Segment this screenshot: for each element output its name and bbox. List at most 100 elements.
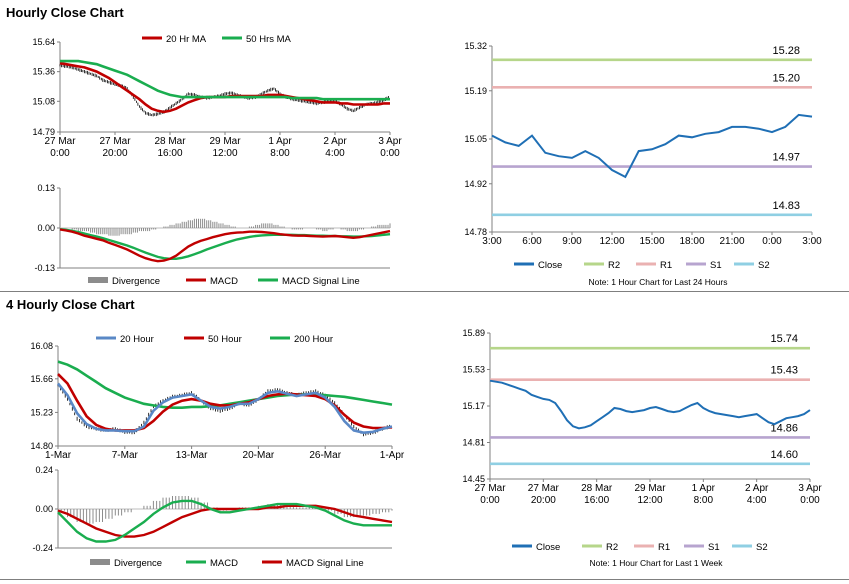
hourly-price-x-tick-label: 16:00	[157, 148, 182, 159]
hourly-macd-legend-signal-label: MACD Signal Line	[282, 276, 360, 287]
hourly-price-x-tick-label: 28 Mar	[154, 136, 186, 147]
four-hourly-price-x-tick-label: 13-Mar	[176, 450, 208, 461]
four-hourly-pivot-x-tick-label: 0:00	[480, 495, 500, 506]
four-hourly-pivot-r2-level-label: 15.74	[770, 333, 798, 345]
four-hourly-pivot-x-tick-label: 20:00	[531, 495, 556, 506]
four-hourly-20h-line	[56, 382, 393, 435]
hourly-pivot-x-tick-label: 9:00	[562, 236, 582, 247]
hourly-pivot-x-tick-label: 21:00	[719, 236, 744, 247]
four-hourly-pivot-close-line	[489, 379, 811, 430]
bottom-divider	[0, 579, 849, 580]
four-hourly-legend-50h-label: 50 Hour	[208, 334, 242, 345]
four-hourly-macd-y-tick-label: 0.00	[35, 504, 53, 514]
four-hourly-pivot-x-tick-label: 12:00	[637, 495, 662, 506]
four-hourly-legend-20h-label: 20 Hour	[120, 334, 154, 345]
four-hourly-price-x-tick-label: 1-Apr	[380, 450, 405, 461]
four-hourly-pivot-r1-level-label: 15.43	[770, 365, 798, 377]
hourly-pivot-x-tick-label: 6:00	[522, 236, 542, 247]
hourly-price-x-tick-label: 12:00	[212, 148, 237, 159]
hourly-section-title: Hourly Close Chart	[6, 5, 124, 20]
hourly-20hr-ma-line	[59, 61, 390, 114]
hourly-macd-line	[59, 228, 391, 263]
hourly-pivot-s2-level-label: 14.83	[772, 200, 800, 212]
four-hourly-price-x-tick-label: 7-Mar	[112, 450, 139, 461]
hourly-pivot-s1-level-label: 14.97	[772, 152, 800, 164]
hourly-price-x-tick-label: 3 Apr	[378, 136, 402, 147]
hourly-price-y-tick-label: 15.64	[32, 37, 55, 47]
hourly-pivot-x-tick-label: 3:00	[802, 236, 822, 247]
four-hourly-macd-y-tick-label: -0.24	[32, 543, 53, 553]
hourly-macd-y-tick-label: -0.13	[34, 263, 55, 273]
hourly-price-x-tick-label: 0:00	[380, 148, 400, 159]
four-hourly-price-y-tick-label: 16.08	[30, 341, 53, 351]
hourly-price-bars	[59, 63, 389, 117]
four-hourly-macd-y-tick-label: 0.24	[35, 465, 53, 475]
four-hourly-pivot-x-tick-label: 27 Mar	[474, 483, 506, 494]
four-hourly-50h-line	[57, 373, 393, 432]
hourly-pivot-close-line	[491, 113, 813, 179]
hourly-pivot-y-tick-label: 15.19	[464, 86, 487, 96]
hourly-pivot-x-tick-label: 15:00	[639, 236, 664, 247]
four-hourly-price-x-tick-label: 20-Mar	[243, 450, 275, 461]
four-hourly-section-title: 4 Hourly Close Chart	[6, 297, 135, 312]
four-hourly-pivot-legend-r2-label: R2	[606, 542, 618, 553]
four-hourly-pivot-x-tick-label: 1 Apr	[692, 483, 716, 494]
hourly-pivot-legend-s2-label: S2	[758, 260, 770, 271]
hourly-pivot-note: Note: 1 Hour Chart for Last 24 Hours	[589, 277, 728, 287]
four-hourly-pivot-y-tick-label: 14.45	[462, 474, 485, 484]
four-hourly-price-y-tick-label: 15.23	[30, 407, 53, 417]
section-divider	[0, 291, 849, 292]
four-hourly-pivot-x-tick-label: 2 Apr	[745, 483, 769, 494]
hourly-legend-20hr-label: 20 Hr MA	[166, 34, 207, 45]
hourly-macd-y-tick-label: 0.00	[37, 223, 55, 233]
hourly-price-x-tick-label: 1 Apr	[268, 136, 292, 147]
four-hourly-macd-legend-divergence-swatch	[90, 559, 110, 565]
hourly-macd-legend-divergence-swatch	[88, 277, 108, 283]
four-hourly-pivot-y-tick-label: 15.17	[462, 401, 485, 411]
four-hourly-pivot-x-tick-label: 29 Mar	[634, 483, 666, 494]
hourly-price-x-tick-label: 27 Mar	[44, 136, 76, 147]
hourly-price-x-tick-label: 20:00	[102, 148, 127, 159]
hourly-price-y-tick-label: 15.36	[32, 67, 55, 77]
hourly-price-x-tick-label: 2 Apr	[323, 136, 347, 147]
four-hourly-price-y-tick-label: 14.80	[30, 441, 53, 451]
hourly-macd-legend-divergence-label: Divergence	[112, 276, 160, 287]
four-hourly-pivot-x-tick-label: 16:00	[584, 495, 609, 506]
four-hourly-macd-legend-signal-label: MACD Signal Line	[286, 558, 364, 569]
hourly-pivot-r1-level-label: 15.20	[772, 72, 800, 84]
hourly-legend-50hr-label: 50 Hrs MA	[246, 34, 292, 45]
hourly-pivot-y-tick-label: 14.92	[464, 179, 487, 189]
hourly-pivot-x-tick-label: 3:00	[482, 236, 502, 247]
hourly-pivot-y-tick-label: 15.05	[464, 134, 487, 144]
four-hourly-pivot-x-tick-label: 3 Apr	[798, 483, 822, 494]
four-hourly-pivot-x-tick-label: 8:00	[694, 495, 714, 506]
hourly-pivot-x-tick-label: 0:00	[762, 236, 782, 247]
hourly-pivot-legend-r1-label: R1	[660, 260, 672, 271]
four-hourly-macd-legend-macd-label: MACD	[210, 558, 238, 569]
hourly-pivot-r2-level-label: 15.28	[772, 45, 800, 57]
four-hourly-macd-signal-line	[57, 504, 393, 538]
four-hourly-pivot-x-tick-label: 0:00	[800, 495, 820, 506]
hourly-macd-legend-macd-label: MACD	[210, 276, 238, 287]
hourly-pivot-legend-s1-label: S1	[710, 260, 722, 271]
hourly-price-y-tick-label: 15.08	[32, 96, 55, 106]
hourly-pivot-legend-close-label: Close	[538, 260, 562, 271]
hourly-pivot-x-tick-label: 18:00	[679, 236, 704, 247]
hourly-pivot-x-tick-label: 12:00	[599, 236, 624, 247]
four-hourly-pivot-s2-level-label: 14.60	[770, 449, 798, 461]
four-hourly-pivot-s1-level-label: 14.86	[770, 422, 798, 434]
four-hourly-pivot-x-tick-label: 28 Mar	[581, 483, 613, 494]
hourly-pivot-legend-r2-label: R2	[608, 260, 620, 271]
four-hourly-pivot-y-tick-label: 15.89	[462, 328, 485, 338]
four-hourly-pivot-x-tick-label: 27 Mar	[528, 483, 560, 494]
four-hourly-pivot-x-tick-label: 4:00	[747, 495, 767, 506]
four-hourly-pivot-y-tick-label: 15.53	[462, 365, 485, 375]
four-hourly-pivot-legend-s1-label: S1	[708, 542, 720, 553]
four-hourly-pivot-y-tick-label: 14.81	[462, 438, 485, 448]
four-hourly-pivot-legend-close-label: Close	[536, 542, 560, 553]
hourly-50hr-ma-line	[60, 59, 390, 101]
four-hourly-macd-line	[57, 499, 392, 543]
four-hourly-pivot-legend-r1-label: R1	[658, 542, 670, 553]
four-hourly-price-x-tick-label: 26-Mar	[309, 450, 341, 461]
